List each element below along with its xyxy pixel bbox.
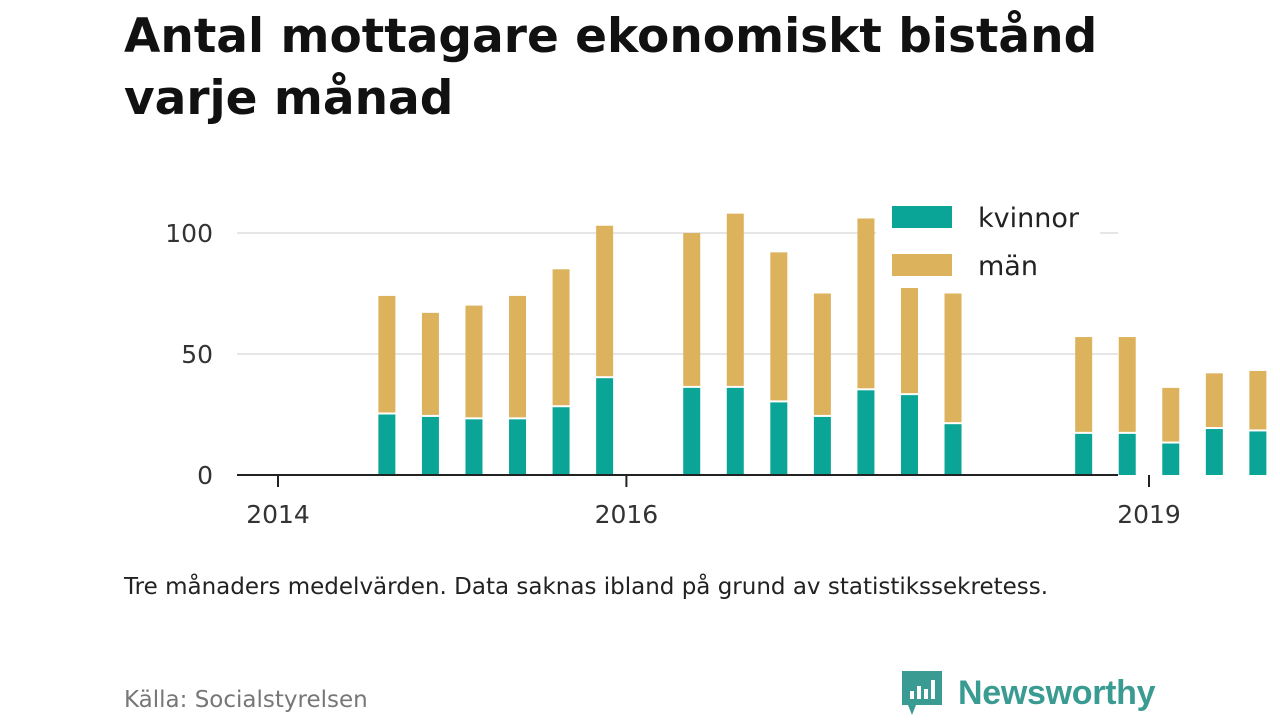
- bar-man-2015-Q1: [465, 305, 483, 418]
- chart-title: Antal mottagare ekonomiskt bistånd varje…: [124, 9, 1098, 126]
- x-tick-label: 2014: [246, 500, 310, 529]
- chart-note: Tre månaders medelvärden. Data saknas ib…: [124, 574, 1049, 600]
- bar-kvinnor-2017-Q4: [944, 424, 962, 475]
- bar-kvinnor-2019-Q3: [1249, 431, 1267, 475]
- bar-kvinnor-2015-Q2: [509, 419, 527, 475]
- bar-marks: [378, 213, 1267, 475]
- brand-logo: Newsworthy: [902, 671, 1156, 715]
- source-text: Källa: Socialstyrelsen: [124, 687, 368, 713]
- bar-man-2015-Q2: [509, 295, 527, 418]
- bar-kvinnor-2016-Q4: [770, 402, 788, 475]
- bar-kvinnor-2016-Q2: [683, 387, 701, 475]
- bar-kvinnor-2017-Q3: [900, 395, 918, 475]
- bar-kvinnor-2015-Q1: [465, 419, 483, 475]
- bar-man-2015-Q4: [596, 225, 614, 377]
- newsworthy-logo-icon: [902, 671, 942, 715]
- y-tick-label: 100: [165, 219, 213, 248]
- bar-kvinnor-2016-Q3: [726, 387, 744, 475]
- bar-man-2018-Q3: [1075, 337, 1093, 432]
- bar-kvinnor-2019-Q1: [1162, 443, 1180, 475]
- bar-man-2016-Q4: [770, 252, 788, 401]
- bar-kvinnor-2019-Q2: [1205, 429, 1223, 475]
- legend-label-1: män: [978, 251, 1038, 282]
- bar-man-2018-Q4: [1118, 337, 1136, 432]
- y-tick-label: 50: [181, 340, 213, 369]
- bar-man-2017-Q1: [813, 293, 831, 415]
- legend: kvinnor män: [876, 196, 1100, 288]
- x-tick-label: 2019: [1117, 500, 1181, 529]
- y-axis-labels: 0 50 100: [165, 219, 213, 490]
- bar-kvinnor-2017-Q1: [813, 416, 831, 475]
- bar-man-2017-Q2: [857, 218, 875, 389]
- bar-man-2019-Q3: [1249, 370, 1267, 430]
- bar-kvinnor-2014-Q4: [421, 416, 439, 475]
- bar-kvinnor-2015-Q3: [552, 407, 570, 475]
- legend-swatch-0: [892, 206, 952, 228]
- legend-swatch-1: [892, 254, 952, 276]
- bar-man-2019-Q1: [1162, 387, 1180, 442]
- bar-kvinnor-2018-Q3: [1075, 433, 1093, 475]
- x-axis-ticks: 20142016201920212023: [246, 475, 1181, 529]
- bar-kvinnor-2014-Q3: [378, 414, 396, 475]
- bar-man-2016-Q3: [726, 213, 744, 386]
- bar-kvinnor-2015-Q4: [596, 378, 614, 475]
- legend-label-0: kvinnor: [978, 203, 1080, 234]
- bar-kvinnor-2018-Q4: [1118, 433, 1136, 475]
- bar-man-2017-Q4: [944, 293, 962, 423]
- bar-man-2019-Q2: [1205, 373, 1223, 428]
- bar-man-2014-Q3: [378, 295, 396, 413]
- bar-man-2016-Q2: [683, 233, 701, 386]
- bar-man-2014-Q4: [421, 312, 439, 415]
- brand-name: Newsworthy: [958, 673, 1156, 712]
- bar-kvinnor-2017-Q2: [857, 390, 875, 475]
- y-tick-label: 0: [197, 461, 213, 490]
- x-tick-label: 2016: [595, 500, 659, 529]
- bar-man-2015-Q3: [552, 269, 570, 406]
